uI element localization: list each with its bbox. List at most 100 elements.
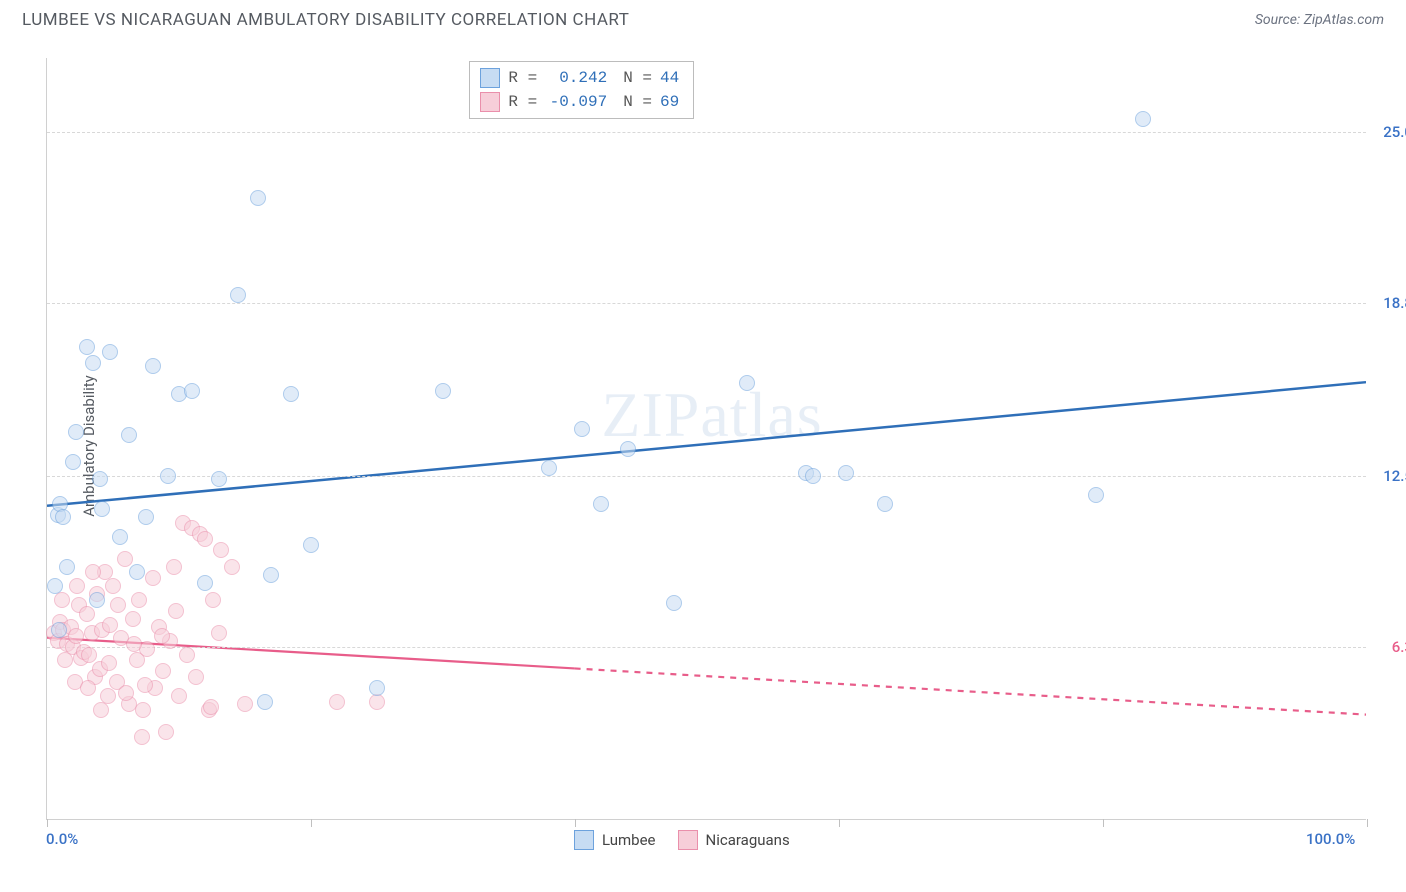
y-tick-label: 6.3%: [1370, 638, 1406, 656]
y-tick-label: 18.8%: [1370, 294, 1406, 312]
data-point-nicaraguans: [126, 636, 142, 652]
data-point-lumbee: [303, 537, 319, 553]
data-point-nicaraguans: [117, 551, 133, 567]
legend-swatch: [678, 830, 698, 850]
source-credit: Source: ZipAtlas.com: [1255, 12, 1384, 28]
data-point-lumbee: [92, 471, 108, 487]
data-point-lumbee: [121, 427, 137, 443]
legend-series: Lumbee Nicaraguans: [574, 830, 790, 850]
legend-swatch: [574, 830, 594, 850]
data-point-lumbee: [197, 575, 213, 591]
n-label: N =: [623, 93, 652, 111]
r-value: -0.097: [545, 93, 607, 111]
data-point-nicaraguans: [110, 597, 126, 613]
data-point-lumbee: [666, 595, 682, 611]
chart-title: LUMBEE VS NICARAGUAN AMBULATORY DISABILI…: [22, 10, 629, 30]
legend-stats: R = 0.242 N = 44 R = -0.097 N = 69: [469, 61, 694, 119]
legend-label: Nicaraguans: [706, 831, 790, 849]
data-point-lumbee: [1135, 111, 1151, 127]
data-point-lumbee: [1088, 487, 1104, 503]
data-point-nicaraguans: [203, 699, 219, 715]
r-label: R =: [508, 69, 537, 87]
data-point-lumbee: [47, 578, 63, 594]
chart-container: LUMBEE VS NICARAGUAN AMBULATORY DISABILI…: [0, 0, 1406, 892]
y-tick-label: 12.5%: [1370, 467, 1406, 485]
data-point-lumbee: [55, 509, 71, 525]
data-point-lumbee: [85, 355, 101, 371]
data-point-lumbee: [112, 529, 128, 545]
data-point-nicaraguans: [211, 625, 227, 641]
gridline: [47, 476, 1366, 477]
x-tick-mark: [575, 819, 576, 827]
legend-stats-row-nicaraguans: R = -0.097 N = 69: [480, 92, 679, 112]
data-point-nicaraguans: [237, 696, 253, 712]
x-tick-mark: [839, 819, 840, 827]
data-point-lumbee: [129, 564, 145, 580]
data-point-nicaraguans: [197, 531, 213, 547]
data-point-nicaraguans: [80, 680, 96, 696]
data-point-nicaraguans: [166, 559, 182, 575]
data-point-lumbee: [68, 424, 84, 440]
data-point-lumbee: [574, 421, 590, 437]
data-point-lumbee: [65, 454, 81, 470]
y-tick-label: 25.0%: [1370, 123, 1406, 141]
data-point-lumbee: [620, 441, 636, 457]
x-tick-mark: [1367, 819, 1368, 827]
data-point-lumbee: [877, 496, 893, 512]
data-point-lumbee: [51, 622, 67, 638]
data-point-nicaraguans: [125, 611, 141, 627]
data-point-lumbee: [541, 460, 557, 476]
data-point-nicaraguans: [145, 570, 161, 586]
data-point-lumbee: [593, 496, 609, 512]
legend-swatch: [480, 92, 500, 112]
data-point-nicaraguans: [154, 628, 170, 644]
x-tick-mark: [1103, 819, 1104, 827]
watermark: ZIPatlas: [601, 378, 822, 452]
data-point-nicaraguans: [168, 603, 184, 619]
data-point-lumbee: [102, 344, 118, 360]
data-point-nicaraguans: [105, 578, 121, 594]
data-point-lumbee: [145, 358, 161, 374]
data-point-nicaraguans: [79, 606, 95, 622]
x-tick-mark: [47, 819, 48, 827]
data-point-lumbee: [211, 471, 227, 487]
data-point-nicaraguans: [171, 688, 187, 704]
data-point-lumbee: [79, 339, 95, 355]
data-point-nicaraguans: [134, 729, 150, 745]
data-point-lumbee: [838, 465, 854, 481]
x-tick-mark: [311, 819, 312, 827]
data-point-nicaraguans: [369, 694, 385, 710]
data-point-nicaraguans: [213, 542, 229, 558]
gridline: [47, 303, 1366, 304]
data-point-nicaraguans: [131, 592, 147, 608]
data-point-lumbee: [250, 190, 266, 206]
n-value: 69: [660, 93, 679, 111]
data-point-nicaraguans: [135, 702, 151, 718]
data-point-lumbee: [369, 680, 385, 696]
x-axis-min-label: 0.0%: [46, 830, 78, 848]
x-axis-max-label: 100.0%: [1306, 830, 1355, 848]
r-label: R =: [508, 93, 537, 111]
data-point-nicaraguans: [224, 559, 240, 575]
data-point-lumbee: [435, 383, 451, 399]
data-point-lumbee: [263, 567, 279, 583]
n-value: 44: [660, 69, 679, 87]
data-point-lumbee: [160, 468, 176, 484]
gridline: [47, 132, 1366, 133]
data-point-nicaraguans: [102, 617, 118, 633]
data-point-nicaraguans: [158, 724, 174, 740]
data-point-nicaraguans: [188, 669, 204, 685]
data-point-lumbee: [283, 386, 299, 402]
data-point-lumbee: [89, 592, 105, 608]
data-point-nicaraguans: [81, 647, 97, 663]
data-point-lumbee: [230, 287, 246, 303]
r-value: 0.242: [545, 69, 607, 87]
legend-label: Lumbee: [602, 831, 656, 849]
gridline: [47, 647, 1366, 648]
data-point-lumbee: [184, 383, 200, 399]
data-point-lumbee: [257, 694, 273, 710]
legend-stats-row-lumbee: R =0.242N =44: [480, 68, 679, 88]
data-point-nicaraguans: [68, 628, 84, 644]
data-point-nicaraguans: [137, 677, 153, 693]
data-point-nicaraguans: [205, 592, 221, 608]
